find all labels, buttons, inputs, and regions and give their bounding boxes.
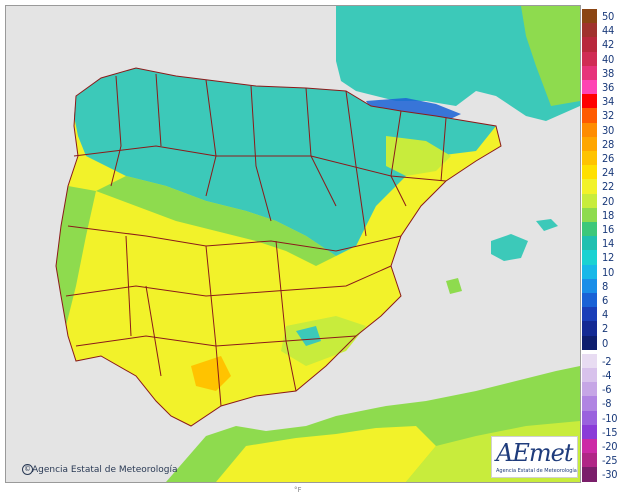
legend-label: 38: [602, 66, 614, 80]
province-borders: [55, 67, 502, 427]
legend-swatch: [582, 94, 597, 109]
legend-swatch: [582, 278, 597, 293]
legend-label: -8: [602, 397, 612, 411]
map-canvas: [55, 6, 580, 482]
bottom-mark: °F: [294, 486, 302, 494]
legend-swatch: [582, 122, 597, 137]
legend-swatch: [582, 23, 597, 38]
legend-label: -6: [602, 383, 612, 397]
legend-swatch: [582, 424, 597, 439]
legend-swatch: [582, 250, 597, 265]
legend-label: 8: [602, 279, 608, 293]
legend-swatch: [582, 382, 597, 397]
guadalquivir-hot: [191, 356, 231, 391]
ebro-valley: [386, 136, 451, 176]
legend-swatch: [582, 9, 597, 24]
legend-swatch: [582, 353, 597, 368]
legend-label: -4: [602, 369, 612, 382]
legend-swatch: [582, 368, 597, 383]
aemet-logo-subtitle: Agencia Estatal de Meteorología: [496, 468, 577, 474]
legend-swatch: [582, 321, 597, 336]
legend-swatch: [582, 410, 597, 425]
legend-label: 28: [602, 137, 614, 151]
south-east-zone: [281, 316, 366, 366]
legend-label: -2: [602, 354, 612, 368]
legend-label: 4: [602, 308, 608, 322]
legend-swatch: [582, 439, 597, 454]
legend-swatch: [582, 80, 597, 95]
map-credit: Agencia Estatal de Meteorología: [32, 465, 178, 475]
legend-swatch: [582, 467, 597, 482]
pyrenees-cold: [366, 98, 461, 121]
legend-label: 26: [602, 152, 614, 165]
legend-label: 30: [602, 123, 614, 137]
legend-swatch: [582, 151, 597, 166]
legend-label: 22: [602, 180, 614, 194]
legend-label: 18: [602, 208, 614, 222]
ibiza-island: [446, 278, 462, 294]
legend-label: 0: [602, 336, 608, 350]
legend-label: 36: [602, 81, 614, 94]
legend-swatch: [582, 293, 597, 308]
legend-label: -25: [602, 454, 618, 468]
legend-swatch: [582, 193, 597, 208]
legend-label: 32: [602, 109, 614, 123]
legend-swatch: [582, 453, 597, 468]
legend-swatch: [582, 207, 597, 222]
legend-swatch: [582, 264, 597, 279]
legend-label: 16: [602, 223, 614, 236]
menorca-island: [536, 219, 558, 231]
legend-label: 44: [602, 24, 614, 38]
legend-label: -10: [602, 411, 618, 425]
legend-label: -15: [602, 425, 618, 439]
legend-label: 40: [602, 52, 614, 66]
legend-swatch: [582, 65, 597, 80]
north-cool-zone: [74, 68, 496, 256]
west-coast-zone: [56, 186, 96, 326]
legend-label: 20: [602, 194, 614, 208]
legend-swatch: [582, 165, 597, 180]
mallorca-island: [491, 234, 528, 261]
legend-swatch: [582, 37, 597, 52]
copyright-icon: ©: [22, 464, 33, 475]
legend-swatch: [582, 222, 597, 237]
legend-swatch: [582, 335, 597, 350]
legend-label: 24: [602, 166, 614, 180]
legend-label: 50: [602, 10, 614, 23]
temperature-legend: 50 44 42 40 38 36 34 32 30 28 26 24 22 20 18 16 14 12 10 8 6…: [582, 8, 628, 488]
legend-swatch: [582, 307, 597, 322]
aemet-logo: AEmet Agencia Estatal de Meteorología: [491, 436, 578, 478]
sierra-cool: [296, 326, 321, 346]
temperature-map: [5, 5, 581, 483]
legend-swatch: [582, 396, 597, 411]
legend-swatch: [582, 236, 597, 251]
legend-label: -20: [602, 440, 618, 453]
legend-label: 2: [602, 322, 608, 336]
legend-label: 34: [602, 95, 614, 109]
legend-label: -30: [602, 468, 618, 482]
legend-label: 14: [602, 237, 614, 251]
aemet-logo-text: AEmet: [496, 439, 573, 467]
legend-label: 12: [602, 251, 614, 265]
legend-label: 10: [602, 265, 614, 279]
france-warm-edge: [521, 6, 580, 106]
legend-label: 42: [602, 38, 614, 52]
north-africa-warm: [216, 426, 436, 482]
legend-swatch: [582, 51, 597, 66]
legend-swatch: [582, 136, 597, 151]
legend-label: 6: [602, 294, 608, 307]
legend-swatch: [582, 179, 597, 194]
legend-swatch: [582, 108, 597, 123]
france-landmass: [336, 6, 580, 121]
